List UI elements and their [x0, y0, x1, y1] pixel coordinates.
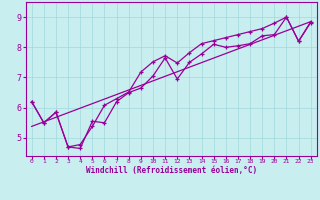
X-axis label: Windchill (Refroidissement éolien,°C): Windchill (Refroidissement éolien,°C) [86, 166, 257, 175]
